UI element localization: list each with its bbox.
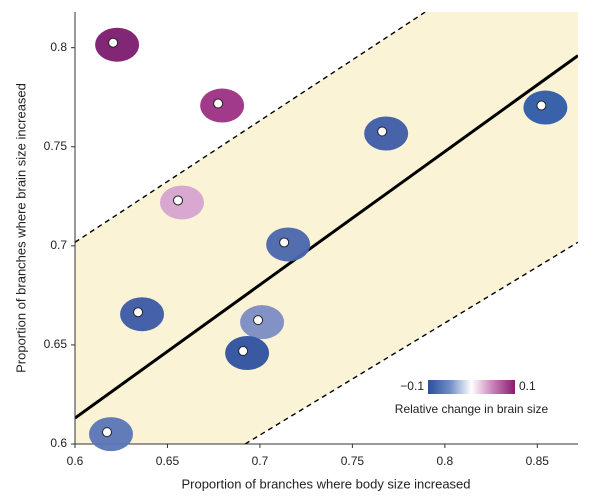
species-point	[523, 90, 568, 125]
y-tick-label: 0.7	[50, 238, 67, 252]
x-tick-label: 0.8	[437, 454, 454, 468]
species-point	[160, 185, 205, 220]
colorbar	[428, 380, 515, 394]
x-tick-label: 0.7	[252, 454, 269, 468]
species-point	[200, 88, 245, 123]
species-point	[95, 27, 140, 62]
y-axis-title: Proportion of branches where brain size …	[13, 83, 28, 373]
y-tick-label: 0.6	[50, 436, 67, 450]
x-tick-label: 0.6	[67, 454, 84, 468]
x-tick-label: 0.85	[526, 454, 550, 468]
point-dot	[238, 346, 249, 357]
species-point	[364, 116, 409, 151]
x-tick-label: 0.75	[341, 454, 365, 468]
trend-line	[75, 54, 578, 420]
point-dot	[253, 315, 264, 326]
species-point	[240, 305, 285, 340]
species-point	[88, 417, 133, 452]
point-dot	[133, 307, 144, 318]
colorbar-tick-label: 0.1	[519, 379, 536, 393]
y-tick-label: 0.8	[50, 40, 67, 54]
point-dot	[108, 37, 119, 48]
colorbar-tick-label: −0.1	[400, 379, 424, 393]
point-dot	[101, 427, 112, 438]
point-dot	[213, 98, 224, 109]
bound-line	[244, 241, 578, 444]
point-dot	[173, 195, 184, 206]
y-tick-label: 0.75	[44, 139, 68, 153]
bound-line	[75, 12, 426, 243]
species-point	[120, 297, 165, 332]
colorbar-title: Relative change in brain size	[395, 402, 549, 416]
y-tick-label: 0.65	[44, 337, 68, 351]
confidence-band	[75, 12, 578, 444]
x-axis-title: Proportion of branches where body size i…	[181, 476, 470, 491]
point-dot	[536, 100, 547, 111]
species-point	[266, 227, 311, 262]
point-dot	[279, 237, 290, 248]
point-dot	[377, 126, 388, 137]
x-tick-label: 0.65	[156, 454, 180, 468]
species-point	[225, 336, 270, 371]
